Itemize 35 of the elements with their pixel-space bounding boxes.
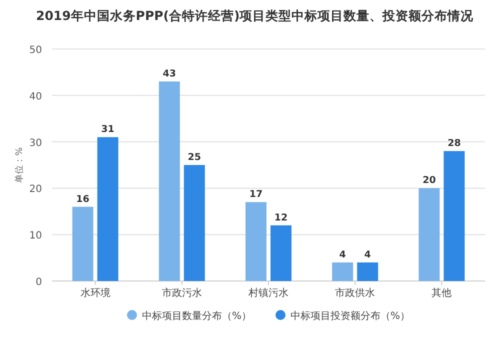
x-tick-label: 其他 bbox=[432, 287, 452, 299]
data-label: 31 bbox=[101, 124, 114, 136]
bar bbox=[72, 206, 94, 281]
bar bbox=[270, 225, 292, 281]
data-label: 17 bbox=[249, 189, 263, 200]
legend-label: 中标项目数量分布（%） bbox=[142, 310, 252, 322]
data-label: 12 bbox=[274, 212, 288, 224]
x-tick-label: 村镇污水 bbox=[248, 287, 288, 299]
data-label: 4 bbox=[339, 249, 346, 260]
data-label: 20 bbox=[422, 175, 436, 186]
bar bbox=[444, 151, 465, 281]
x-tick-label: 市政供水 bbox=[335, 287, 376, 299]
data-label: 28 bbox=[448, 138, 462, 150]
bar bbox=[184, 165, 205, 281]
bar bbox=[158, 81, 180, 281]
bar bbox=[332, 262, 354, 281]
y-tick-label: 40 bbox=[29, 91, 42, 102]
bar bbox=[246, 202, 266, 281]
x-tick-label: 水环境 bbox=[80, 287, 110, 299]
data-label: 25 bbox=[188, 152, 202, 163]
data-label: 16 bbox=[76, 194, 90, 205]
bar bbox=[357, 262, 378, 281]
data-label: 43 bbox=[162, 68, 176, 80]
bar bbox=[97, 137, 118, 281]
x-tick-label: 市政污水 bbox=[162, 287, 202, 299]
y-tick-label: 0 bbox=[36, 277, 42, 288]
bar bbox=[418, 188, 440, 281]
y-tick-label: 50 bbox=[29, 45, 42, 56]
data-label: 4 bbox=[364, 249, 372, 260]
y-tick-label: 10 bbox=[29, 230, 42, 242]
y-tick-label: 30 bbox=[29, 138, 42, 149]
y-tick-label: 20 bbox=[29, 184, 42, 196]
chart-title: 2019年中国水务PPP(合特许经营)项目类型中标项目数量、投资额分布情况 bbox=[36, 8, 475, 23]
y-axis-title: 单位：% bbox=[14, 146, 25, 183]
legend-label: 中标项目投资额分布（%） bbox=[290, 310, 410, 322]
